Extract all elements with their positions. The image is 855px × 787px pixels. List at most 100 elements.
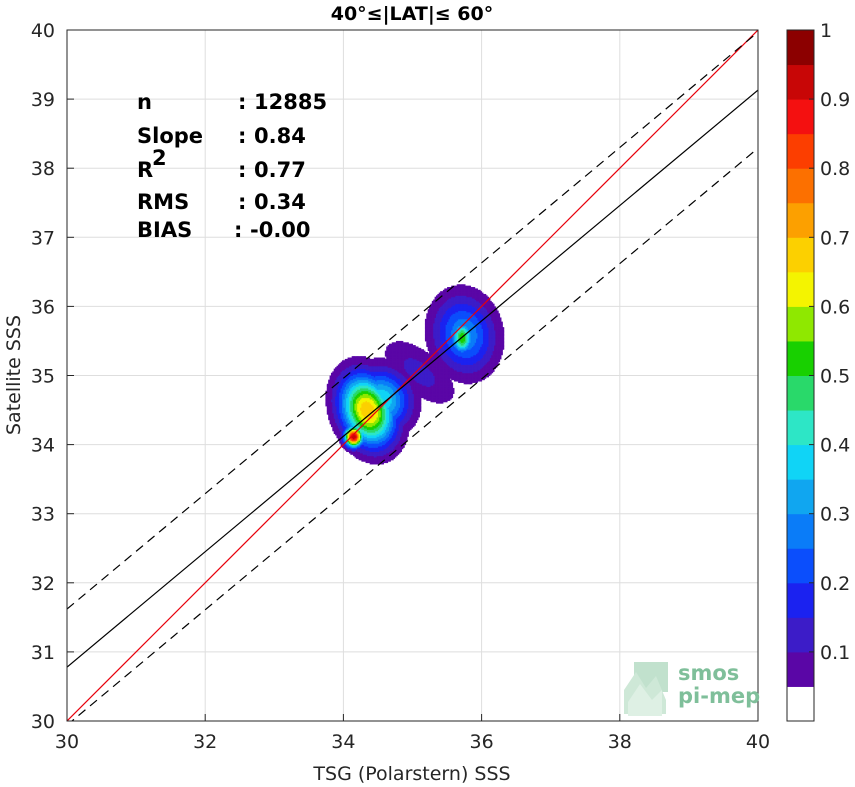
density-cell xyxy=(383,374,386,376)
density-cell xyxy=(418,398,420,401)
density-cell xyxy=(394,360,397,363)
density-cell xyxy=(427,318,430,321)
density-cell xyxy=(391,429,394,432)
density-cell xyxy=(397,387,400,390)
density-cell xyxy=(376,416,379,419)
density-cell xyxy=(366,389,369,392)
density-cell xyxy=(397,432,400,435)
density-cell xyxy=(404,418,407,421)
density-cell xyxy=(375,439,378,441)
density-cell xyxy=(384,433,387,436)
density-cell xyxy=(412,410,415,412)
density-cell xyxy=(376,437,379,440)
density-cell xyxy=(343,389,346,392)
density-cell xyxy=(357,445,360,448)
density-cell xyxy=(429,345,431,347)
density-cell xyxy=(336,411,339,414)
density-cell xyxy=(357,361,360,364)
density-cell xyxy=(406,389,409,392)
density-cell xyxy=(389,428,391,430)
density-cell xyxy=(397,440,400,443)
density-cell xyxy=(333,372,336,375)
density-cell xyxy=(400,400,402,403)
density-cell xyxy=(373,392,376,394)
density-cell xyxy=(355,369,358,372)
density-cell xyxy=(429,368,431,371)
density-cell xyxy=(368,367,371,370)
density-cell xyxy=(344,412,347,415)
density-cell xyxy=(368,386,371,389)
density-cell xyxy=(408,375,411,378)
density-cell xyxy=(375,412,378,415)
density-cell xyxy=(394,386,397,389)
density-cell xyxy=(391,353,394,356)
density-cell xyxy=(342,422,344,425)
density-cell xyxy=(373,361,376,364)
density-cell xyxy=(346,383,349,386)
density-cell xyxy=(359,376,362,379)
density-cell xyxy=(379,443,382,446)
density-cell xyxy=(418,385,420,388)
density-cell xyxy=(361,386,364,389)
density-cell xyxy=(394,443,397,446)
density-cell xyxy=(348,408,351,411)
density-cell xyxy=(358,443,361,446)
density-cell xyxy=(415,410,418,412)
density-cell xyxy=(397,416,400,419)
density-cell xyxy=(347,383,350,386)
density-cell xyxy=(424,390,427,393)
density-cell xyxy=(364,374,367,376)
density-cell xyxy=(329,412,332,415)
density-cell xyxy=(358,411,361,414)
density-cell xyxy=(325,393,328,396)
density-cell xyxy=(408,385,411,388)
density-cell xyxy=(377,393,380,396)
density-cell xyxy=(365,428,368,430)
density-cell xyxy=(405,434,408,437)
density-cell xyxy=(332,390,335,393)
density-cell xyxy=(383,444,386,447)
density-cell xyxy=(413,422,416,425)
density-cell xyxy=(395,365,398,368)
density-cell xyxy=(391,419,394,422)
density-cell xyxy=(343,369,346,372)
density-cell xyxy=(409,421,412,423)
density-cell xyxy=(336,408,339,411)
density-cell xyxy=(362,382,365,385)
density-cell xyxy=(423,383,426,386)
density-cell xyxy=(402,436,405,439)
density-cell xyxy=(375,369,378,372)
density-cell xyxy=(343,415,346,418)
density-cell xyxy=(401,365,404,368)
density-cell xyxy=(362,404,365,407)
density-cell xyxy=(395,358,398,361)
density-cell xyxy=(406,397,409,400)
density-cell xyxy=(424,364,427,367)
density-cell xyxy=(364,454,367,457)
density-cell xyxy=(365,423,368,426)
density-cell xyxy=(384,387,387,390)
density-cell xyxy=(375,387,378,390)
density-cell xyxy=(389,392,391,394)
density-cell xyxy=(362,419,365,422)
density-cell xyxy=(424,379,427,382)
density-cell xyxy=(380,410,383,412)
density-cell xyxy=(332,397,335,400)
density-cell xyxy=(365,392,368,394)
density-cell xyxy=(384,416,387,419)
density-cell xyxy=(332,408,335,411)
density-cell xyxy=(391,416,394,419)
density-cell xyxy=(369,372,372,375)
density-cell xyxy=(422,352,425,354)
density-cell xyxy=(412,345,415,347)
density-cell xyxy=(344,358,347,361)
density-cell xyxy=(398,368,401,371)
density-cell xyxy=(333,374,336,376)
density-cell xyxy=(369,385,372,388)
density-cell xyxy=(353,434,355,437)
density-cell xyxy=(380,439,383,441)
density-cell xyxy=(391,360,394,363)
density-cell xyxy=(371,374,373,376)
density-cell xyxy=(382,385,384,388)
density-cell xyxy=(390,415,393,418)
